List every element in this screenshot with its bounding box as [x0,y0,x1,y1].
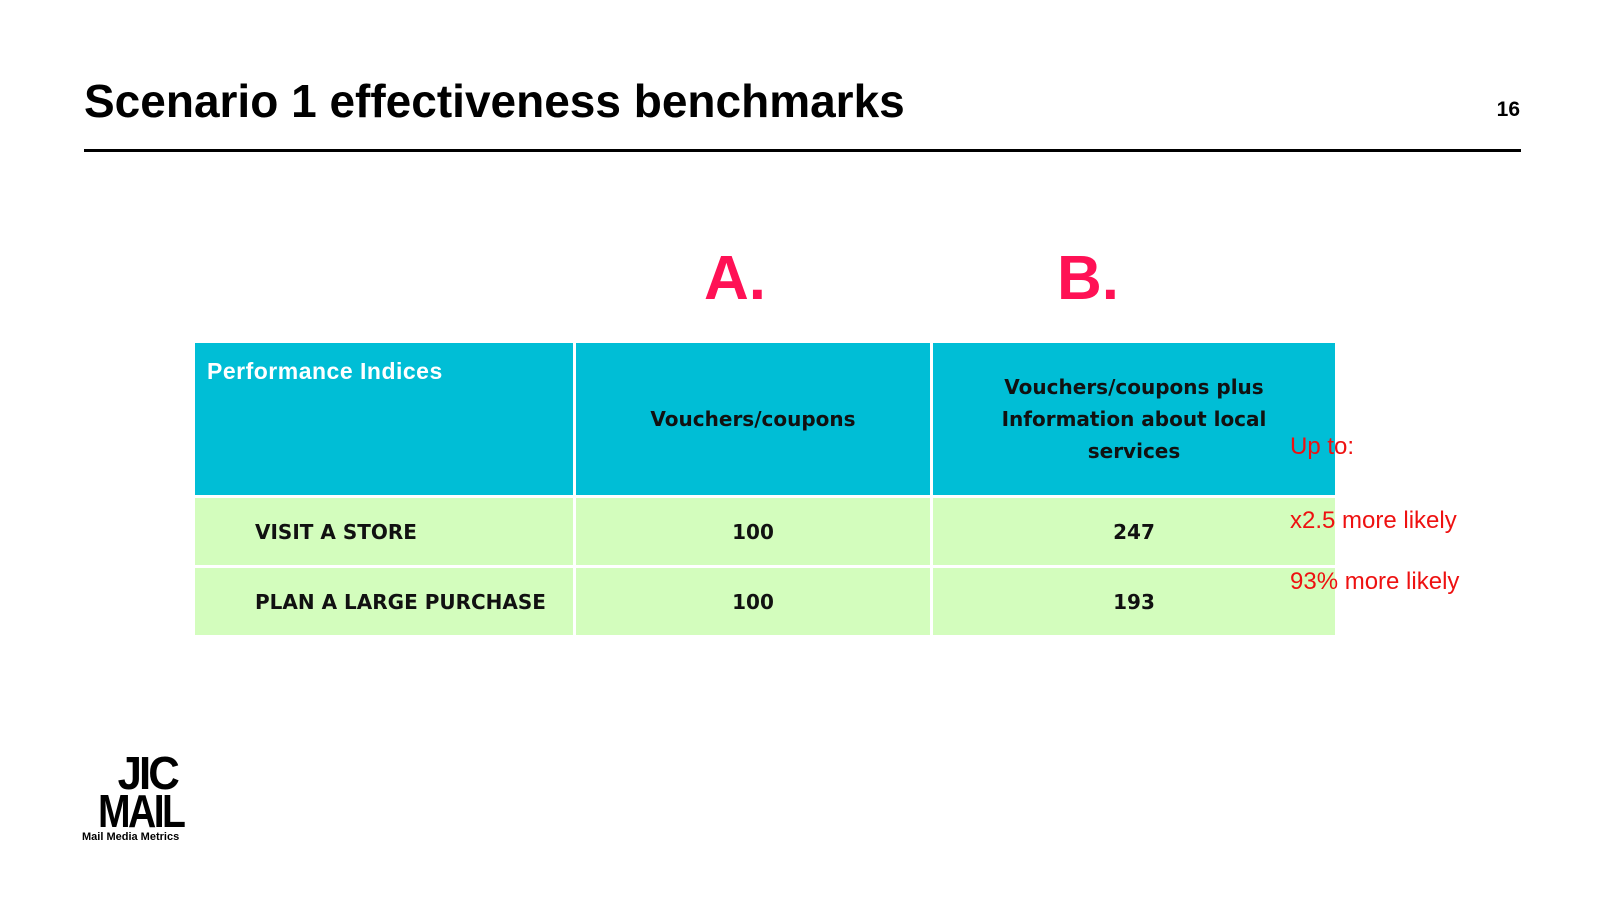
note-visit-store: x2.5 more likely [1290,507,1457,534]
row-label: PLAN A LARGE PURCHASE [192,565,576,638]
logo-line-mail: MAIL [98,785,186,837]
jicmail-logo: JIC MAIL Mail Media Metrics [80,750,210,850]
row-value-b: 193 [930,565,1338,638]
table-header-row: Performance Indices Vouchers/coupons Vou… [192,340,1338,498]
logo-line-jic: JIC [117,747,180,799]
logo-tagline: Mail Media Metrics [82,831,180,843]
option-b-label: B. [1057,244,1119,313]
note-up-to: Up to: [1290,433,1355,460]
header-performance-indices: Performance Indices [192,340,576,498]
table-row: VISIT A STORE 100 247 [192,495,1338,568]
header-column-a: Vouchers/coupons [573,340,933,498]
row-value-b: 247 [930,495,1338,568]
page-number: 16 [1496,98,1520,121]
slide-title: Scenario 1 effectiveness benchmarks [84,75,905,127]
benchmark-table: Performance Indices Vouchers/coupons Vou… [192,340,1338,638]
row-label: VISIT A STORE [192,495,576,568]
row-value-a: 100 [573,495,933,568]
title-divider [84,149,1521,152]
row-value-a: 100 [573,565,933,638]
note-large-purchase: 93% more likely [1290,568,1460,595]
option-a-label: A. [704,244,766,313]
table-row: PLAN A LARGE PURCHASE 100 193 [192,565,1338,638]
header-column-b: Vouchers/coupons plus Information about … [930,340,1338,498]
